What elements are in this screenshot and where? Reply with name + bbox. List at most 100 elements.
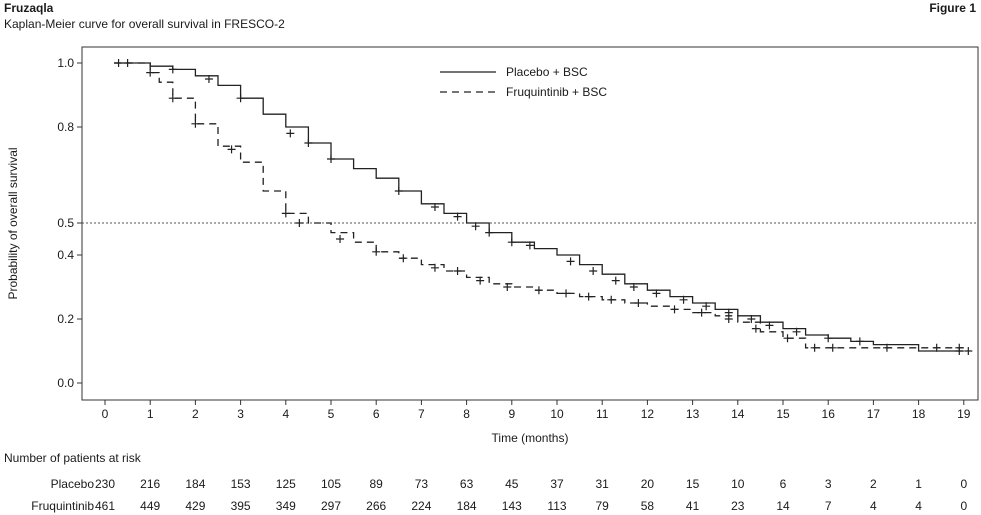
censor-mark [507,238,516,247]
risk-cell: 216 [140,477,161,491]
censor-mark [566,257,575,266]
x-tick-label: 16 [822,407,836,421]
x-tick-label: 0 [102,407,109,421]
censor-mark [236,94,245,103]
risk-cell: 0 [960,477,968,491]
censor-mark [964,347,973,355]
y-axis-label: Probability of overall survival [6,147,20,299]
x-tick-label: 2 [192,407,199,421]
x-axis-label: Time (months) [492,431,569,445]
risk-cell: 184 [185,477,206,491]
risk-cell: 73 [414,477,429,491]
censor-mark [584,292,593,301]
brand-title: Fruzaqla [4,1,54,15]
censor-mark [611,276,620,285]
censor-mark [955,343,964,352]
risk-cell: 224 [411,499,432,513]
series-line-fruquintinib [114,62,964,349]
censor-mark [607,295,616,304]
censor-mark [670,305,679,314]
x-tick-label: 13 [686,407,700,421]
risk-cell: 4 [870,499,877,513]
censor-mark [747,315,756,323]
legend-label: Placebo + BSC [506,65,588,79]
risk-cell: 297 [320,499,342,513]
censor-mark [828,343,837,352]
x-tick-label: 11 [596,407,609,421]
risk-cell: 10 [731,477,745,491]
risk-cell: 37 [550,477,564,491]
risk-cell: 153 [230,477,251,491]
censor-mark [932,343,941,352]
risk-cell: 113 [547,499,567,513]
risk-cell: 6 [779,477,787,491]
risk-row-label: Placebo [50,477,94,491]
risk-cell: 125 [275,477,296,491]
censor-mark [751,324,760,333]
risk-cell: 143 [501,499,522,513]
risk-table-title: Number of patients at risk [4,451,141,465]
risk-cell: 230 [94,477,116,491]
censor-mark [525,241,534,250]
risk-cell: 461 [94,499,116,513]
risk-cell: 449 [140,499,161,513]
censor-mark [168,94,177,103]
risk-cell: 7 [824,499,832,513]
y-tick-label: 0.0 [57,376,74,390]
x-tick-label: 18 [912,407,926,421]
censor-mark [476,276,485,285]
y-tick-label: 0.4 [57,248,74,262]
x-tick-label: 14 [731,407,745,421]
censor-mark [471,222,480,231]
risk-row-label: Fruquintinib [31,499,94,513]
censor-mark [286,129,295,138]
risk-row-placebo: Placebo 230 216 184 153 125 105 89 73 63 45 37 31 20 1… [0,477,981,493]
y-tick-label: 1.0 [57,56,74,70]
risk-cell: 2 [870,477,877,491]
censor-mark [534,286,543,295]
censor-mark [882,343,891,352]
figure-label: Figure 1 [929,1,976,15]
censor-mark [855,337,864,346]
risk-row-fruquintinib: Fruquintinib 461 449 429 395 349 297 266 224 184 1… [0,499,981,515]
risk-cell: 4 [915,499,922,513]
x-tick-label: 6 [373,407,380,421]
risk-cell: 79 [595,499,609,513]
risk-cell: 23 [731,499,745,513]
risk-cell: 395 [230,499,251,513]
risk-cell: 349 [275,499,296,513]
censor-mark [146,68,155,77]
censor-mark [792,327,801,336]
x-tick-label: 1 [147,407,154,421]
risk-cell: 58 [640,499,655,513]
censor-mark [824,334,833,343]
risk-cell: 105 [320,477,342,491]
censor-mark [295,219,304,227]
censor-mark [702,302,711,311]
x-tick-label: 8 [463,407,470,421]
x-tick-label: 3 [237,407,244,421]
censor-mark [191,119,200,128]
censor-mark [372,247,381,256]
censor-mark [168,65,177,74]
censor-mark [453,267,462,275]
censor-mark [810,343,819,352]
legend-label: Fruquintinib + BSC [506,85,607,99]
x-tick-label: 4 [282,407,289,421]
censor-mark [765,321,774,330]
chart-subtitle: Kaplan-Meier curve for overall survival … [4,17,285,31]
x-tick-label: 10 [550,407,564,421]
risk-cell: 1 [915,477,922,491]
censor-mark [562,289,571,298]
censor-mark [394,187,403,195]
censor-mark [629,283,638,291]
censor-mark [485,228,494,237]
censor-mark [724,315,733,323]
censor-mark [652,289,661,298]
y-tick-label: 0.2 [57,312,74,326]
x-tick-label: 9 [508,407,515,421]
x-tick-label: 7 [418,407,425,421]
risk-cell: 89 [369,477,383,491]
censor-mark [304,139,313,147]
